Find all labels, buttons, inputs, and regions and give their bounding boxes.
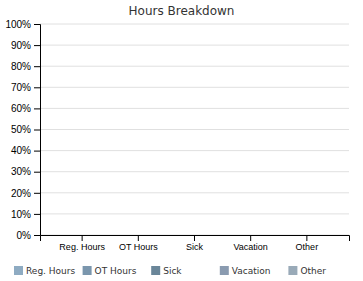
y-tick-mark <box>34 66 40 67</box>
legend-label: Sick <box>163 266 182 276</box>
y-tick-label: 70% <box>11 82 31 93</box>
grid-line <box>40 45 349 46</box>
x-tick: Sick <box>186 235 204 252</box>
y-tick: 80% <box>11 61 40 72</box>
chart: Hours Breakdown 0% 10% 20% 30% 40% 50% 60% 70% 80… <box>0 0 363 281</box>
x-tick-mark <box>250 235 251 241</box>
grid-line <box>40 213 349 214</box>
y-tick-label: 0% <box>17 230 32 241</box>
y-tick: 0% <box>17 230 40 241</box>
chart-title: Hours Breakdown <box>129 4 235 18</box>
bar <box>68 235 96 236</box>
y-tick: 50% <box>11 124 40 135</box>
x-tick-label: Vacation <box>234 242 268 252</box>
x-axis-line <box>41 236 350 242</box>
grid-line <box>40 192 349 193</box>
x-tick-mark <box>194 235 195 241</box>
x-tick-mark <box>82 235 83 241</box>
grid-line <box>40 24 349 25</box>
legend-swatch <box>220 266 229 275</box>
y-tick-mark <box>34 45 40 46</box>
x-tick-mark <box>138 235 139 241</box>
y-tick-label: 20% <box>11 188 31 199</box>
y-tick-label: 10% <box>11 209 31 220</box>
grid-line <box>40 87 349 88</box>
bar <box>293 235 321 236</box>
y-tick-mark <box>34 151 40 152</box>
legend-label: Reg. Hours <box>26 266 75 276</box>
grid-line <box>40 150 349 151</box>
y-axis-line <box>34 25 41 236</box>
y-tick-mark <box>34 108 40 109</box>
x-tick-mark <box>306 235 307 241</box>
legend-label: OT Hours <box>95 266 137 276</box>
y-tick-label: 50% <box>11 124 31 135</box>
grid-line <box>40 108 349 109</box>
y-tick-mark <box>34 214 40 215</box>
y-tick-label: 60% <box>11 103 31 114</box>
x-tick: OT Hours <box>119 235 158 252</box>
y-tick-mark <box>34 193 40 194</box>
x-tick: Other <box>296 235 319 252</box>
legend-label: Other <box>300 266 326 276</box>
x-tick-label: Reg. Hours <box>59 242 105 252</box>
legend-swatch <box>288 266 297 275</box>
y-axis: 0% 10% 20% 30% 40% 50% 60% 70% 80% 90% 100% <box>5 19 40 241</box>
y-tick: 30% <box>11 166 40 177</box>
y-tick-mark <box>34 235 40 236</box>
x-tick-label: OT Hours <box>119 242 158 252</box>
legend-label: Vacation <box>232 266 271 276</box>
y-tick: 40% <box>11 145 40 156</box>
bar <box>237 235 265 236</box>
y-tick: 20% <box>11 188 40 199</box>
grid-line <box>40 129 349 130</box>
y-tick: 100% <box>5 19 40 30</box>
grid <box>40 24 349 235</box>
plot: 0% 10% 20% 30% 40% 50% 60% 70% 80% 90% 100% Reg. Ho… <box>5 19 349 253</box>
grid-line <box>40 66 349 67</box>
y-tick-label: 90% <box>11 40 31 51</box>
y-tick-mark <box>34 130 40 131</box>
legend-swatch <box>14 266 23 275</box>
y-tick-mark <box>34 172 40 173</box>
y-tick-mark <box>34 87 40 88</box>
x-tick: Vacation <box>234 235 268 252</box>
y-tick-label: 30% <box>11 166 31 177</box>
legend: Reg. Hours OT Hours Sick Vacation Other <box>14 266 326 276</box>
x-axis: Reg. Hours OT Hours Sick Vacation Other <box>41 235 350 252</box>
y-tick: 60% <box>11 103 40 114</box>
y-tick-mark <box>34 24 40 25</box>
x-tick: Reg. Hours <box>59 235 105 252</box>
y-tick: 10% <box>11 209 40 220</box>
x-tick-label: Sick <box>186 242 204 252</box>
bar <box>124 235 152 236</box>
y-tick-label: 80% <box>11 61 31 72</box>
y-tick: 90% <box>11 40 40 51</box>
y-tick-label: 40% <box>11 145 31 156</box>
x-tick-label: Other <box>296 242 319 252</box>
y-tick: 70% <box>11 82 40 93</box>
legend-swatch <box>83 266 92 275</box>
legend-swatch <box>151 266 160 275</box>
y-tick-label: 100% <box>5 19 31 30</box>
bar <box>180 235 208 236</box>
grid-line <box>40 171 349 172</box>
